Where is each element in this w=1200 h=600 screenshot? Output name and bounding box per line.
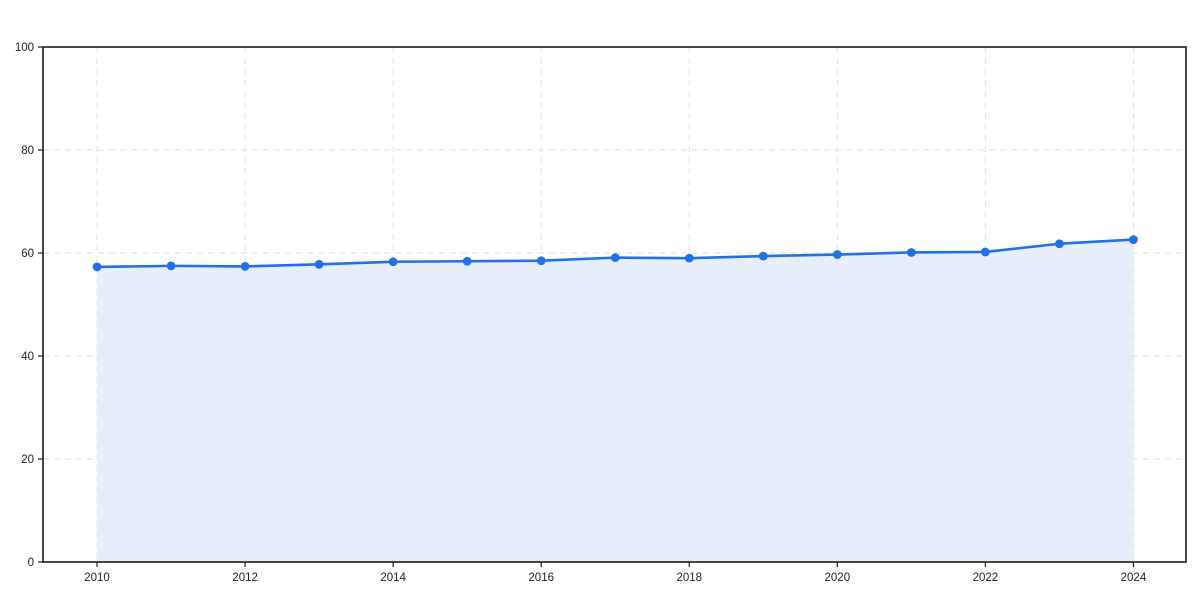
data-point-marker xyxy=(1055,239,1064,249)
plot-border xyxy=(42,46,1187,563)
data-point-marker xyxy=(536,256,546,266)
y-tick-label: 20 xyxy=(21,454,34,466)
x-tick-label: 2024 xyxy=(1121,572,1147,584)
data-point-marker xyxy=(240,261,250,271)
x-tick-label: 2018 xyxy=(676,572,702,584)
x-tick-label: 2022 xyxy=(973,572,999,584)
x-tick-label: 2014 xyxy=(380,572,406,584)
y-tick-label: 40 xyxy=(21,351,34,363)
data-point-marker xyxy=(314,259,324,269)
data-point-marker xyxy=(758,251,768,261)
data-point-marker xyxy=(1129,235,1138,245)
data-point-marker xyxy=(906,248,916,257)
data-point-marker xyxy=(684,253,694,263)
y-tick-label: 60 xyxy=(21,248,34,260)
area-fill xyxy=(97,239,1134,563)
data-point-marker xyxy=(388,257,398,267)
x-tick-label: 2020 xyxy=(825,572,851,584)
data-point-marker xyxy=(166,261,176,271)
data-point-marker xyxy=(832,250,842,259)
data-point-marker xyxy=(92,262,102,272)
x-tick-label: 2010 xyxy=(84,572,110,584)
data-point-marker xyxy=(610,253,620,263)
data-point-marker xyxy=(462,256,472,266)
y-tick-label: 100 xyxy=(15,42,34,54)
x-tick-label: 2016 xyxy=(528,572,554,584)
y-tick-label: 0 xyxy=(28,557,34,569)
y-tick-label: 80 xyxy=(21,145,34,157)
data-point-marker xyxy=(980,247,990,257)
x-tick-label: 2012 xyxy=(232,572,258,584)
